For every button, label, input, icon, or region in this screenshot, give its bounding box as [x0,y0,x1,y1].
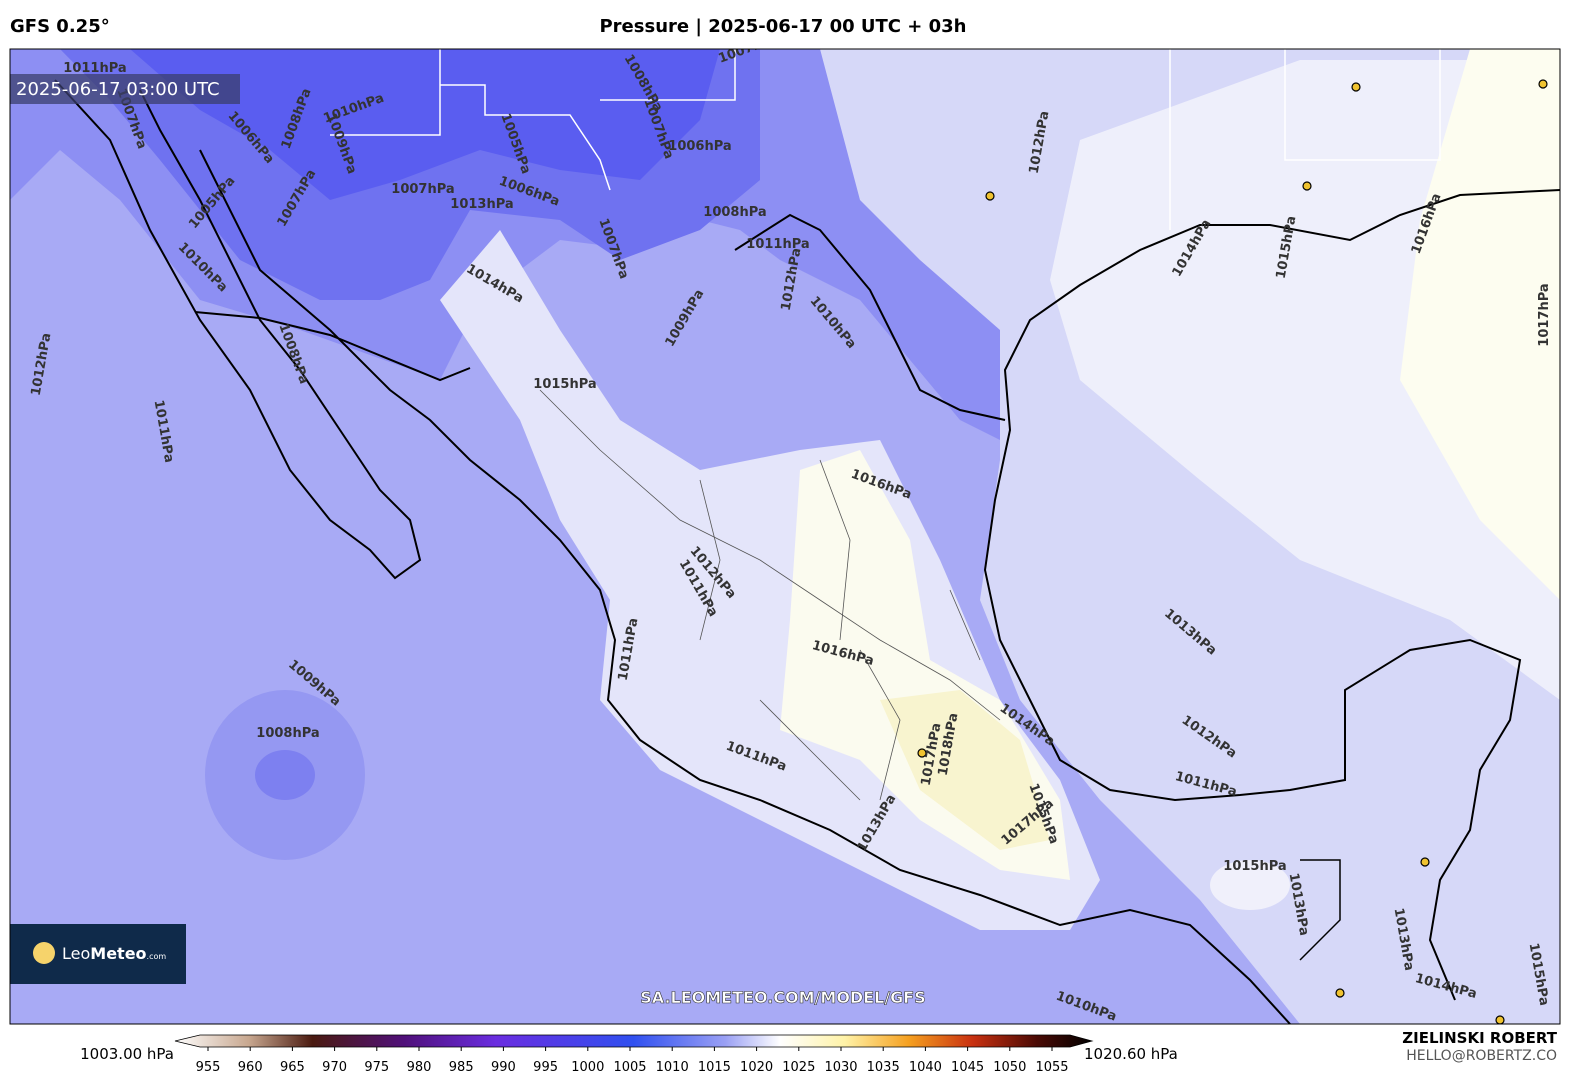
time-box [10,74,240,104]
max-label: 1020.60 hPa [1084,1045,1178,1063]
plateau-max [880,690,1050,850]
local-high [1210,860,1290,910]
colorbar-tick-label: 980 [407,1060,432,1075]
colorbar-tick-label: 1000 [571,1060,604,1075]
pacific-coast [199,149,1291,1024]
colorbar-tick-label: 1035 [867,1060,900,1075]
colorbar-ticks: 955 960 965 970 975 980 985 990 995 1000 1005 1010 1… [196,1047,1069,1075]
deepest-low-zone [130,49,720,200]
colorbar-tick-label: 1020 [740,1060,773,1075]
logo-bold: Meteo [90,944,146,963]
author: ZIELINSKI ROBERT [1402,1029,1557,1047]
colorbar-tick-label: 1055 [1035,1060,1068,1075]
colorbar-tick-label: 995 [533,1060,558,1075]
colorbar-tick-label: 990 [491,1060,516,1075]
contour-label: 1017hPa [1537,283,1552,346]
contour-label: 1008hPa [256,726,319,741]
valid-time: 2025-06-17 03:00 UTC [16,79,220,100]
colorbar-tick-label: 965 [280,1060,305,1075]
logo-suffix: .com [147,952,167,961]
contour-label: 1011hPa [746,237,809,252]
state-borders [539,389,1001,801]
colorbar-tick-label: 955 [196,1060,221,1075]
pacific-low-core [255,750,315,800]
min-label: 1003.00 hPa [80,1045,174,1063]
rio-grande-border [734,213,1006,421]
colorbar-tick-label: 960 [238,1060,263,1075]
logo: LeoMeteo.com [62,944,166,963]
contour-label: 1015hPa [1223,859,1286,874]
contour-label: 1013hPa [450,197,513,212]
coastlines [54,79,1560,1024]
colorbar-tick-label: 970 [322,1060,347,1075]
colorbar-tick-label: 1040 [909,1060,942,1075]
baja-coast [54,79,422,580]
contour-label: 1007hPa [391,182,454,197]
contour-label: 1008hPa [703,205,766,220]
logo-sun [33,942,55,964]
logo-light: Leo [62,944,90,963]
map-frame [9,48,1561,1025]
colorbar-tick-label: 1010 [656,1060,689,1075]
colorbar-tick-label: 1015 [698,1060,731,1075]
colorbar-tick-label: 975 [364,1060,389,1075]
email: HELLO@ROBERTZ.CO [1406,1048,1557,1064]
colorbar [174,1034,1094,1048]
contour-label: 1011hPa [63,61,126,76]
colorbar-tick-label: 1045 [951,1060,984,1075]
guatemala-border [1299,859,1341,961]
us-mexico-border [194,311,471,382]
us-state-borders [330,49,1441,230]
gulf-coast [983,189,1560,1001]
station-dots [917,79,1548,1024]
high-core [1400,49,1560,600]
colorbar-tick-label: 1030 [824,1060,857,1075]
model-label: GFS 0.25° [10,16,110,37]
contour-label: 1015hPa [533,377,596,392]
colorbar-tick-label: 985 [449,1060,474,1075]
contour-label: 1006hPa [668,139,731,154]
watermark: SA.LEOMETEO.COM/MODEL/GFS [640,988,926,1007]
map-title: Pressure | 2025-06-17 00 UTC + 03h [599,16,966,37]
colorbar-tick-label: 1025 [782,1060,815,1075]
colorbar-tick-label: 1005 [613,1060,646,1075]
colorbar-tick-label: 1050 [993,1060,1026,1075]
